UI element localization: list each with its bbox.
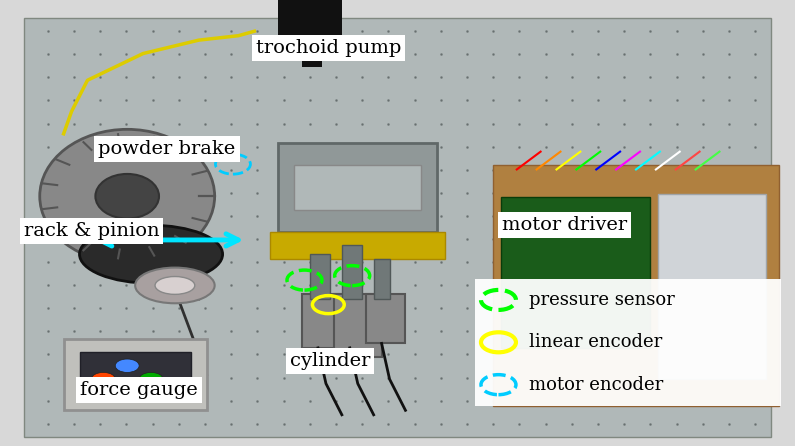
Bar [278, 143, 437, 232]
Text: force gauge: force gauge [80, 381, 198, 399]
Bar [501, 197, 650, 348]
Bar [294, 165, 421, 210]
Circle shape [139, 372, 163, 386]
Circle shape [91, 372, 115, 386]
Text: trochoid pump: trochoid pump [256, 39, 401, 57]
Bar [302, 294, 350, 348]
Text: cylinder: cylinder [289, 352, 370, 370]
Circle shape [115, 359, 139, 372]
Bar [64, 339, 207, 410]
Bar [302, 0, 322, 67]
Ellipse shape [135, 268, 215, 303]
Bar [366, 294, 405, 343]
Ellipse shape [40, 129, 215, 263]
Text: motor driver: motor driver [502, 216, 627, 234]
Bar [270, 232, 445, 259]
Bar [493, 165, 779, 406]
Text: pressure sensor: pressure sensor [529, 291, 674, 309]
Bar [80, 352, 191, 397]
FancyBboxPatch shape [475, 279, 781, 406]
Text: powder brake: powder brake [99, 140, 235, 158]
Bar [278, 0, 342, 40]
Ellipse shape [95, 174, 159, 219]
Bar [657, 194, 766, 379]
Text: motor encoder: motor encoder [529, 376, 663, 394]
Text: linear encoder: linear encoder [529, 333, 662, 351]
Bar [334, 294, 382, 357]
Bar [342, 245, 362, 299]
Text: rack & pinion: rack & pinion [24, 222, 159, 240]
Bar [310, 254, 330, 299]
Ellipse shape [155, 277, 195, 294]
Ellipse shape [80, 225, 223, 283]
Bar [374, 259, 390, 299]
